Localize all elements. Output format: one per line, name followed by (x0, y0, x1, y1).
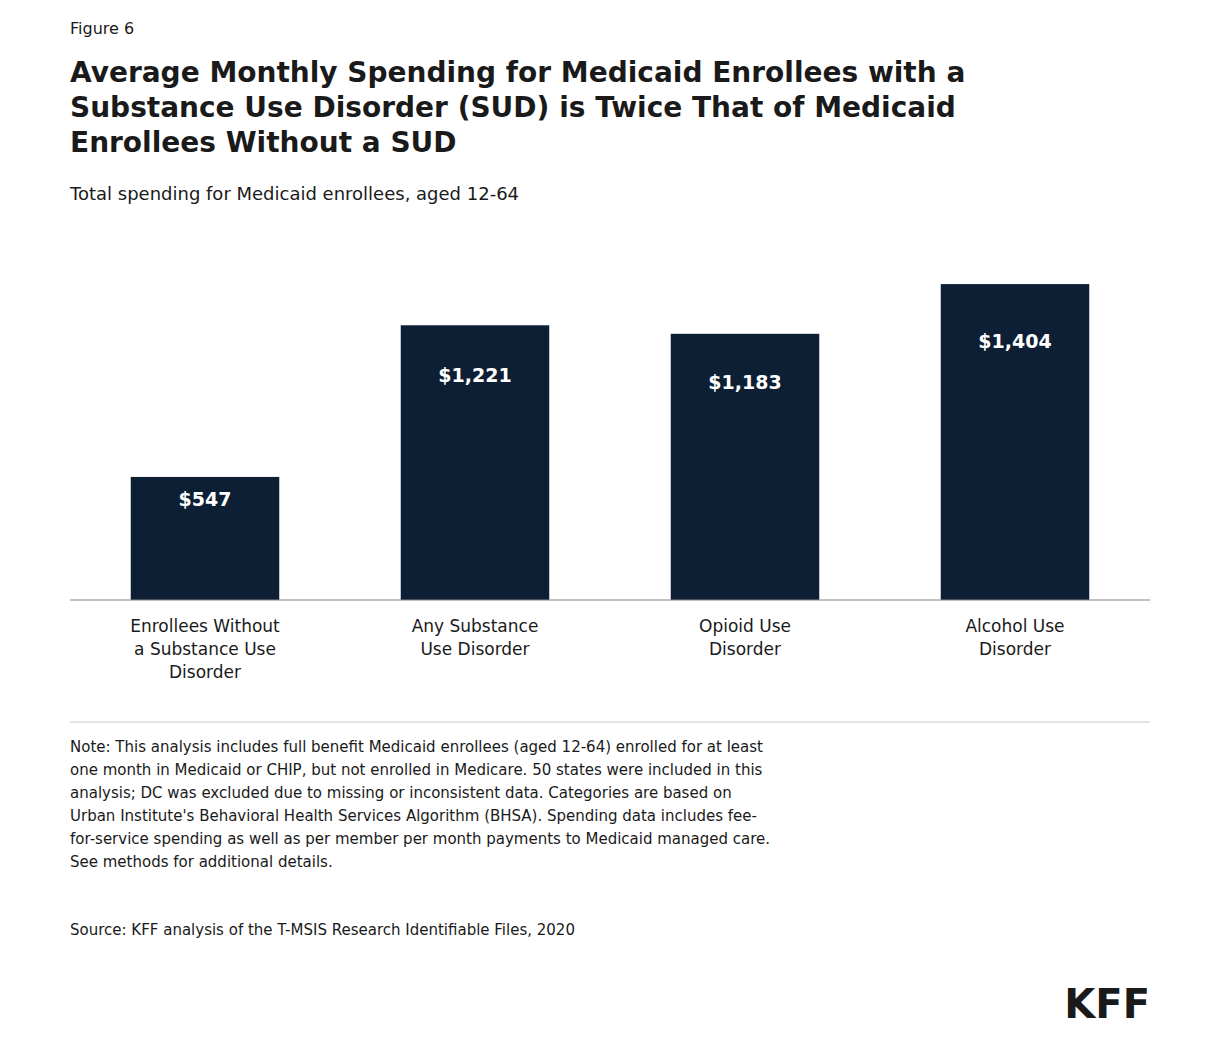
brand: KFF (1064, 981, 1150, 1027)
title: Average Monthly Spending for Medicaid En… (70, 56, 965, 159)
text-line: Use Disorder (420, 639, 529, 659)
text-line: Disorder (709, 639, 781, 659)
chart-svg: Figure 6 Average Monthly Spending for Med… (0, 0, 1220, 1042)
bar (941, 284, 1090, 600)
data-label: $1,404 (978, 330, 1051, 352)
text-line: Opioid Use (699, 616, 791, 636)
data-label: $547 (179, 488, 232, 510)
x-axis-line (70, 599, 1150, 600)
bar (131, 477, 280, 600)
subtitle: Total spending for Medicaid enrollees, a… (69, 183, 519, 204)
bar (671, 334, 820, 600)
text-line: Enrollees Without a SUD (70, 126, 457, 159)
text-line: Urban Institute's Behavioral Health Serv… (70, 807, 757, 825)
figure-label: Figure 6 (70, 19, 134, 38)
data-label: $1,221 (438, 364, 511, 386)
text-line: Average Monthly Spending for Medicaid En… (70, 56, 965, 89)
text-line: Note: This analysis includes full benefi… (70, 738, 763, 756)
text-line: Disorder (979, 639, 1051, 659)
text-line: Alcohol Use (965, 616, 1064, 636)
text-line: one month in Medicaid or CHIP, but not e… (70, 761, 763, 779)
x-tick-label: Alcohol Use Disorder (965, 616, 1064, 659)
x-tick-label: Enrollees Without a Substance Use Disorder (130, 616, 280, 682)
data-label: $1,183 (708, 371, 781, 393)
bars (131, 284, 1090, 600)
text-line: a Substance Use (134, 639, 276, 659)
source: Source: KFF analysis of the T-MSIS Resea… (70, 921, 575, 939)
text-line: Enrollees Without (130, 616, 280, 636)
text-line: for-service spending as well as per memb… (70, 830, 770, 848)
background (0, 0, 1220, 1042)
x-tick-labels: Enrollees Without a Substance Use Disorder… (130, 616, 1064, 682)
text-line: Substance Use Disorder (SUD) is Twice Th… (70, 91, 956, 124)
x-tick-label: Opioid Use Disorder (699, 616, 791, 659)
text-line: See methods for additional details. (70, 853, 333, 871)
text-line: analysis; DC was excluded due to missing… (70, 784, 732, 802)
separator (70, 722, 1150, 723)
x-tick-label: Any Substance Use Disorder (412, 616, 539, 659)
bar (401, 325, 550, 600)
note: Note: This analysis includes full benefi… (70, 738, 770, 871)
text-line: Any Substance (412, 616, 539, 636)
text-line: Disorder (169, 662, 241, 682)
data-labels: $547 $1,221 $1,183 $1,404 (179, 330, 1052, 510)
